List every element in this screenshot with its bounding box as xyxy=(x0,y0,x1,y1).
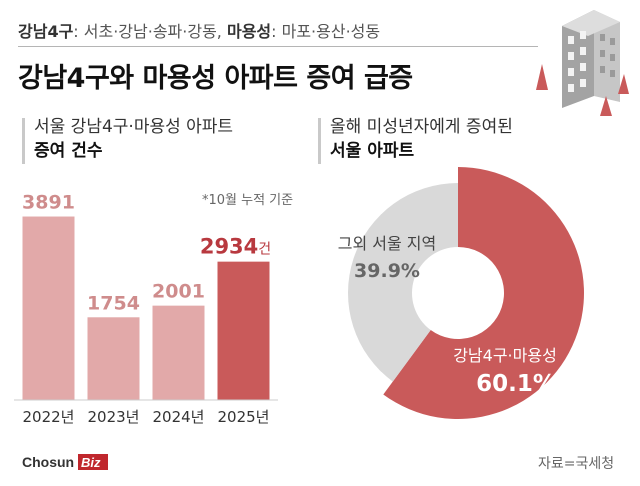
bar-0 xyxy=(22,216,75,400)
subtitle-mayong-label: 마용성 xyxy=(226,22,272,41)
bar-value-label-2: 2001 xyxy=(152,281,205,303)
subtitle-gangnam-list: : 서초·강남·송파·강동, xyxy=(73,22,227,41)
bar-value-label-1: 1754 xyxy=(87,292,140,314)
x-tick-label-2: 2024년 xyxy=(153,408,205,426)
subtitle-line: 강남4구: 서초·강남·송파·강동, 마용성: 마포·용산·성동 xyxy=(18,18,380,42)
chosunbiz-logo: Chosun Biz xyxy=(22,454,108,470)
source-credit: 자료=국세청 xyxy=(538,456,615,472)
logo-accent-text: Biz xyxy=(81,455,101,470)
donut-label-0: 강남4구·마용성 xyxy=(453,346,557,365)
left-section-line2: 증여 건수 xyxy=(34,141,103,161)
right-section-heading: 올해 미성년자에게 증여된 서울 아파트 xyxy=(330,115,513,163)
bar-unit-label: 건 xyxy=(258,242,271,258)
x-tick-label-0: 2022년 xyxy=(23,408,75,426)
left-section-marker xyxy=(22,118,25,164)
right-section-line2: 서울 아파트 xyxy=(330,141,415,161)
donut-value-label-0: 60.1% xyxy=(476,371,556,397)
x-tick-label-3: 2025년 xyxy=(218,408,270,426)
apartment-building-icon xyxy=(536,10,629,116)
page-title: 강남4구와 마용성 아파트 증여 급증 xyxy=(18,63,413,94)
bar-value-label-0: 3891 xyxy=(22,192,75,214)
bar-1 xyxy=(87,317,140,400)
cumulative-note: *10월 누적 기준 xyxy=(202,193,294,208)
subtitle-mayong-list: : 마포·용산·성동 xyxy=(271,22,381,41)
bar-3 xyxy=(217,261,270,400)
title-divider xyxy=(18,46,538,47)
donut-slice-1 xyxy=(347,183,458,382)
logo-accent-box xyxy=(78,454,108,470)
donut-slice-0 xyxy=(383,167,584,420)
x-tick-label-1: 2023년 xyxy=(88,408,140,426)
left-section-heading: 서울 강남4구·마용성 아파트 증여 건수 xyxy=(34,115,233,163)
subtitle-gangnam-label: 강남4구 xyxy=(18,22,74,41)
bar-value-label-3: 2934건 xyxy=(200,235,271,259)
right-section-marker xyxy=(318,118,321,164)
right-section-line1: 올해 미성년자에게 증여된 xyxy=(330,117,513,137)
left-section-line1: 서울 강남4구·마용성 아파트 xyxy=(34,117,234,137)
donut-label-1: 그외 서울 지역 xyxy=(338,234,437,253)
donut-value-label-1: 39.9% xyxy=(354,260,420,282)
logo-main-text: Chosun xyxy=(22,454,74,470)
bar-2 xyxy=(152,305,205,400)
